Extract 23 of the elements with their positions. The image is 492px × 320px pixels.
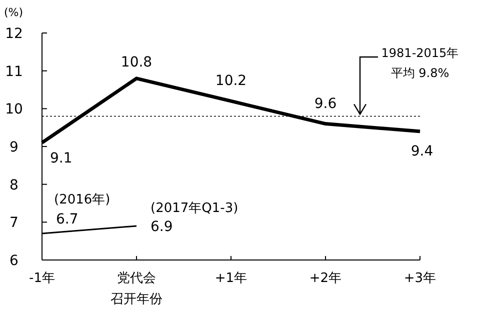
y-tick-label: 10 [5, 102, 23, 118]
y-tick-label: 8 [10, 177, 18, 194]
data-label: 9.6 [314, 96, 337, 112]
data-label: 10.8 [120, 54, 152, 70]
data-label: 9.4 [410, 143, 434, 160]
y-tick-label: 12 [5, 26, 23, 42]
x-tick-label: 党代会召开年份 [110, 271, 162, 307]
y-axis-title: (%) [4, 6, 24, 19]
x-tick-label: +3年 [404, 271, 436, 286]
data-label: 10.2 [215, 73, 247, 90]
y-tick-label: 9 [10, 140, 18, 156]
y-tick-label: 7 [10, 215, 18, 232]
y-tick-label: 6 [10, 253, 19, 269]
data-label: 6.9 [150, 218, 173, 235]
annotation: (2016年) [54, 192, 110, 208]
y-tick-label: 11 [5, 64, 23, 80]
data-label: 6.7 [56, 212, 78, 228]
ref-line-label: 1981-2015年平均 9.8% [381, 46, 459, 80]
x-tick-label: +1年 [214, 271, 248, 286]
x-tick-label: +2年 [309, 271, 342, 286]
data-label: 9.1 [50, 150, 72, 167]
annotation: (2017年Q1-3) [150, 200, 238, 216]
x-tick-label: -1年 [29, 271, 55, 286]
